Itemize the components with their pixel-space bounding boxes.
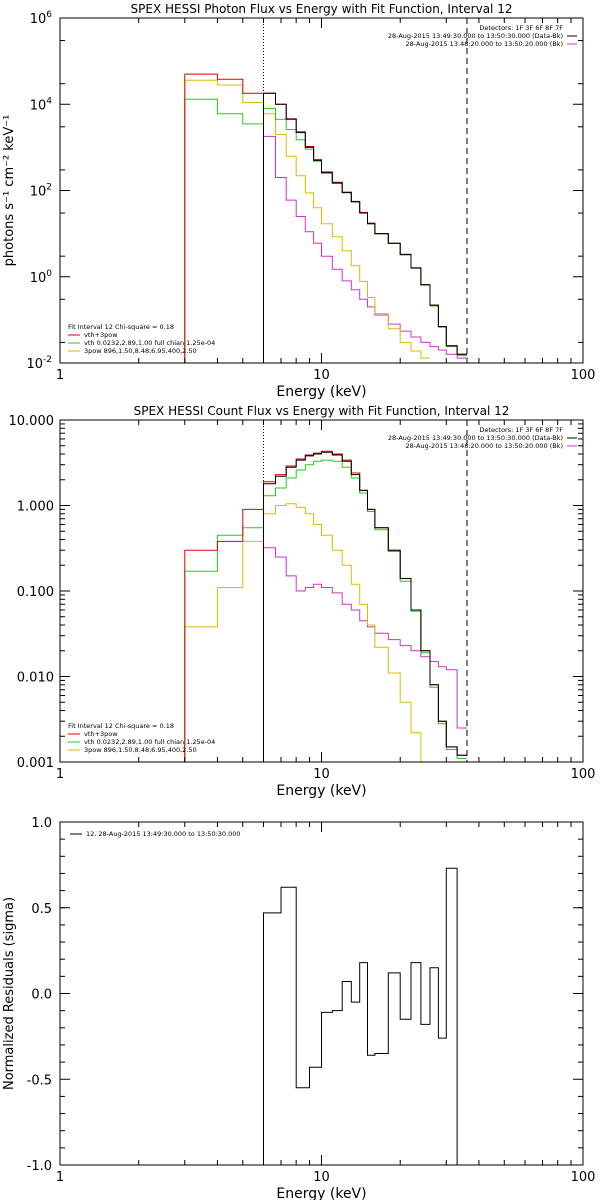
y-tick-label: 100 [30,269,53,286]
legend-entry: vth+3pow [84,730,118,738]
chart-title: SPEX HESSI Photon Flux vs Energy with Fi… [131,2,513,16]
y-tick-label: 102 [30,183,52,200]
y-tick-label: 1.0 [31,816,52,831]
legend-fit-info: Fit Interval 12 Chi-square = 0.18 [68,722,174,730]
y-tick-base: 10 [30,98,47,113]
x-tick-label: 10 [313,368,330,383]
y-tick-label: 106 [30,10,53,27]
y-tick-base: 10 [26,357,43,372]
y-axis-label: Normalized Residuals (sigma) [2,897,17,1090]
x-tick-label: 10 [313,1170,330,1185]
y-tick-label: 104 [30,96,53,113]
y-tick-label: -0.5 [27,1073,52,1088]
x-tick-label: 1 [56,1170,64,1185]
x-tick-label: 1 [56,368,64,383]
y-tick-label: 0.100 [17,585,54,600]
count-flux-panel: 1 10 100 0.001 0.010 0.100 1.000 10.000 SPEX HES… [9,404,596,799]
legend-entry: vth 0.0232,2.89,1.00 full chian 1.25e-04 [84,339,215,347]
legend-fit-info: Fit Interval 12 Chi-square = 0.18 [68,323,174,331]
y-tick-exponent: 6 [46,10,52,20]
series-bk-line [263,547,467,762]
legend-entry: 3pow 896,1.50,8.48,6.95,400,2.50 [84,347,197,355]
residuals-panel: 1 10 100 -1.0 -0.5 0.0 0.5 1.0 Energy (keV) Norma… [2,816,595,1200]
series-data-bk-line [263,451,467,762]
x-tick-label: 100 [571,1170,596,1185]
x-axis-label: Energy (keV) [276,1186,366,1200]
y-tick-label: -1.0 [27,1159,52,1174]
x-axis-label: Energy (keV) [276,384,366,400]
legend-entry: 3pow 896,1.50,8.48,6.95,400,2.50 [84,746,197,754]
chart-title: SPEX HESSI Count Flux vs Energy with Fit… [134,404,510,418]
y-tick-exponent: 2 [46,183,52,193]
series-vth-line [184,98,467,363]
y-tick-label: 0.5 [31,902,52,917]
y-tick-base: 10 [30,271,47,286]
series-vth-3pow-line [184,450,467,762]
plot-frame [59,419,584,763]
legend-entry: vth+3pow [84,331,118,339]
legend-info-entry: 28-Aug-2015 13:49:30.000 to 13:50:30.000… [388,32,563,40]
y-tick-label: 10-2 [26,355,52,372]
y-axis-label: photons s⁻¹ cm⁻² keV⁻¹ [2,115,17,267]
x-tick-label: 1 [56,767,64,782]
x-tick-label: 100 [571,368,596,383]
series-3pow-line [184,503,430,763]
series-3pow-line [184,79,430,363]
y-tick-base: 10 [30,12,47,27]
series-bk-line [263,135,467,363]
y-tick-exponent: 4 [46,96,52,106]
y-tick-label: 10.000 [9,414,55,429]
y-tick-base: 10 [30,185,47,200]
y-tick-label: 0.001 [17,756,54,771]
legend-info-entry: 28-Aug-2015 13:49:30.000 to 13:50:30.000… [388,434,563,442]
plot-frame [59,17,584,364]
x-tick-label: 10 [313,767,330,782]
series-data-bk-line [263,92,467,363]
legend-info-entry: Detectors: 1F 3F 6F 8F 7F [479,24,563,32]
x-axis-label: Energy (keV) [276,783,366,799]
legend-entry: 12. 28-Aug-2015 13:49:30.000 to 13:50:30… [86,830,241,838]
legend-entry: vth 0.0232,2.89,1.00 full chian 1.25e-04 [84,738,215,746]
y-tick-label: 0.010 [17,671,54,686]
series-12-28-aug-2015-13-49-30-000-to-13-50-30-000-line [263,867,458,1165]
plot-frame [59,821,584,1166]
y-tick-label: 1.000 [17,500,54,515]
legend-info-entry: 28-Aug-2015 13:48:20.000 to 13:50:20.000… [406,40,563,48]
y-tick-exponent: 0 [46,269,52,279]
series-vth-3pow-line [184,73,467,363]
legend-info-entry: 28-Aug-2015 13:48:20.000 to 13:50:20.000… [406,442,563,450]
series-vth-line [184,459,467,762]
x-tick-label: 100 [571,767,596,782]
legend-info-entry: Detectors: 1F 3F 6F 8F 7F [479,426,563,434]
y-tick-exponent: -2 [43,355,52,365]
y-tick-label: 0.0 [31,988,52,1003]
